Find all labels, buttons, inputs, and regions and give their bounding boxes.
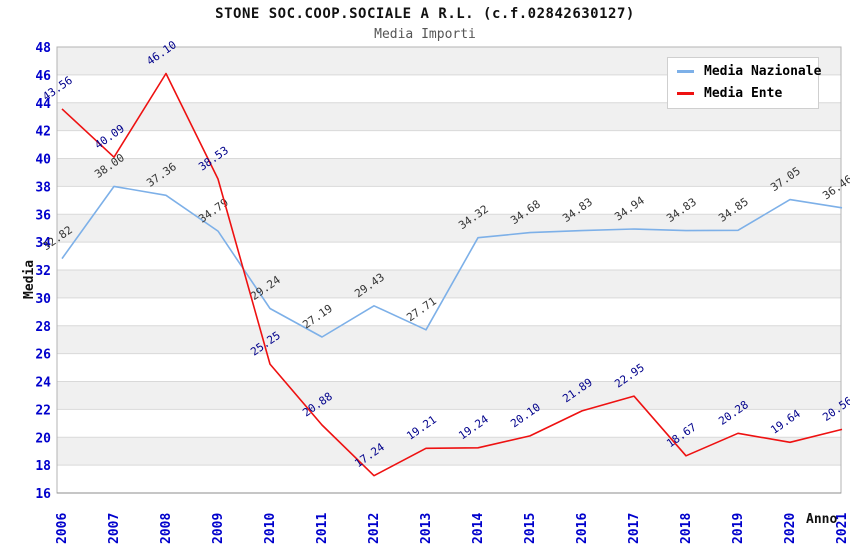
- x-axis-title: Anno: [806, 512, 838, 527]
- chart-title: STONE SOC.COOP.SOCIALE A R.L. (c.f.02842…: [215, 6, 635, 22]
- x-tick-label: 2015: [523, 513, 538, 544]
- plot-band: [57, 381, 841, 410]
- y-tick-label: 24: [35, 376, 51, 391]
- x-tick-label: 2014: [471, 513, 486, 544]
- plot-band: [57, 214, 841, 243]
- legend-label: Media Ente: [704, 86, 783, 101]
- y-tick-label: 16: [35, 487, 51, 502]
- y-tick-label: 18: [35, 459, 51, 474]
- x-tick-label: 2012: [367, 513, 382, 544]
- legend-label: Media Nazionale: [704, 64, 822, 79]
- legend-line-swatch-red: [677, 92, 694, 95]
- x-tick-label: 2021: [835, 513, 850, 544]
- y-tick-label: 46: [35, 69, 51, 84]
- y-tick-label: 34: [35, 236, 51, 251]
- legend: Media Nazionale Media Ente: [667, 57, 821, 109]
- plot-band: [57, 465, 841, 493]
- x-tick-label: 2020: [783, 513, 798, 544]
- y-tick-label: 36: [35, 208, 51, 223]
- x-tick-label: 2006: [55, 513, 70, 544]
- series-line: [61, 72, 843, 477]
- x-tick-label: 2013: [419, 513, 434, 544]
- plot-band: [57, 325, 841, 354]
- y-tick-label: 28: [35, 320, 51, 335]
- y-tick-label: 32: [35, 264, 51, 279]
- x-tick-label: 2018: [679, 513, 694, 544]
- x-tick-label: 2009: [211, 513, 226, 544]
- y-tick-label: 22: [35, 403, 51, 418]
- y-tick-label: 40: [35, 153, 51, 168]
- plot-band: [57, 437, 841, 466]
- y-tick-label: 26: [35, 348, 51, 363]
- plot-band: [57, 297, 841, 326]
- series-line: [61, 185, 843, 338]
- plot-band: [57, 409, 841, 438]
- x-tick-label: 2010: [263, 513, 278, 544]
- plot-band: [57, 270, 841, 298]
- x-tick-label: 2019: [731, 513, 746, 544]
- x-tick-label: 2017: [627, 513, 642, 544]
- plot-band: [57, 242, 841, 270]
- x-tick-label: 2008: [159, 513, 174, 544]
- y-tick-label: 20: [35, 431, 51, 446]
- x-tick-label: 2011: [315, 513, 330, 544]
- legend-line-swatch-blue: [677, 70, 694, 73]
- y-tick-label: 48: [35, 41, 51, 56]
- y-tick-label: 38: [35, 180, 51, 195]
- plot-band: [57, 158, 841, 187]
- legend-item-media-ente: Media Ente: [677, 86, 809, 101]
- plot-band: [57, 353, 841, 382]
- legend-item-media-nazionale: Media Nazionale: [677, 64, 821, 79]
- y-axis-title: Media: [22, 259, 37, 299]
- chart-subtitle: Media Importi: [374, 27, 476, 42]
- plot-band: [57, 130, 841, 159]
- x-tick-label: 2007: [107, 513, 122, 544]
- y-tick-label: 42: [35, 125, 51, 140]
- x-tick-label: 2016: [575, 513, 590, 544]
- y-tick-label: 30: [35, 292, 51, 307]
- y-tick-label: 44: [35, 97, 51, 112]
